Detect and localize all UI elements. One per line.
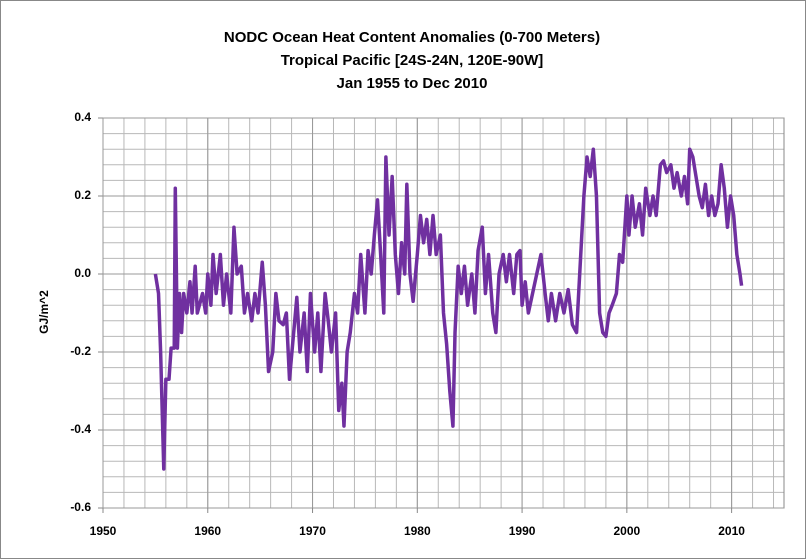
y-tick-label: -0.6	[70, 500, 91, 514]
chart-subtitle: Tropical Pacific [24S-24N, 120E-90W]	[281, 52, 544, 69]
y-axis-label: GJ/m^2	[37, 290, 51, 334]
chart-title: NODC Ocean Heat Content Anomalies (0-700…	[224, 29, 600, 46]
y-tick-label: 0.2	[74, 188, 91, 202]
x-tick-label: 1970	[299, 524, 326, 538]
x-tick-label: 1960	[194, 524, 221, 538]
x-tick-label: 1950	[90, 524, 117, 538]
y-tick-label: 0.0	[74, 266, 91, 280]
data-line	[153, 147, 744, 471]
x-tick-label: 1980	[404, 524, 431, 538]
y-tick-label: -0.2	[70, 344, 91, 358]
x-tick-label: 2000	[613, 524, 640, 538]
x-tick-label: 1990	[509, 524, 536, 538]
x-tick-label: 2010	[718, 524, 745, 538]
y-tick-label: -0.4	[70, 422, 91, 436]
y-tick-label: 0.4	[74, 110, 91, 124]
chart-date-range: Jan 1955 to Dec 2010	[337, 75, 488, 92]
